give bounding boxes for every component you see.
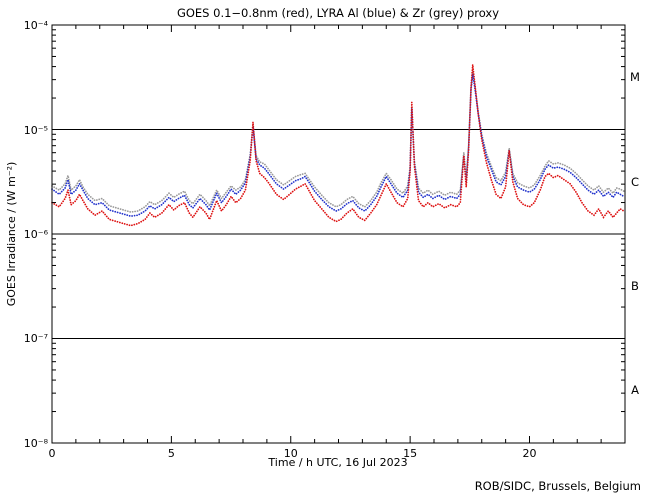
footer-credit: ROB/SIDC, Brussels, Belgium	[475, 479, 641, 493]
x-tick-label-15: 15	[403, 447, 417, 460]
flare-class-label-a: A	[631, 383, 639, 397]
series-lyra-zr-proxy	[51, 70, 625, 213]
y-tick-label-1e-4: 10⁻⁴	[24, 19, 49, 32]
flare-class-label-m: M	[630, 70, 640, 84]
x-tick-label-5: 5	[168, 447, 175, 460]
x-tick-label-20: 20	[523, 447, 537, 460]
y-tick-label-1e-8: 10⁻⁸	[24, 437, 49, 450]
y-tick-label-1e-6: 10⁻⁶	[24, 228, 49, 241]
plot-frame	[51, 24, 626, 444]
x-tick-label-10: 10	[284, 447, 298, 460]
x-tick-label-0: 0	[49, 447, 56, 460]
series-lyra-al-proxy	[51, 73, 625, 218]
x-axis-label: Time / h UTC, 16 Jul 2023	[267, 456, 407, 469]
series-goes-0-1-0-8nm	[51, 64, 625, 227]
chart-title: GOES 0.1−0.8nm (red), LYRA Al (blue) & Z…	[177, 6, 499, 20]
flare-class-boundary-lines	[52, 129, 625, 339]
y-tick-label-1e-7: 10⁻⁷	[24, 332, 48, 345]
axis-ticks	[51, 24, 625, 444]
y-axis-label: GOES Irradiance / (W m⁻²)	[5, 162, 18, 307]
y-tick-label-1e-5: 10⁻⁵	[24, 124, 48, 137]
flare-class-label-b: B	[631, 279, 639, 293]
flare-class-label-c: C	[631, 175, 639, 189]
data-series	[51, 64, 625, 227]
